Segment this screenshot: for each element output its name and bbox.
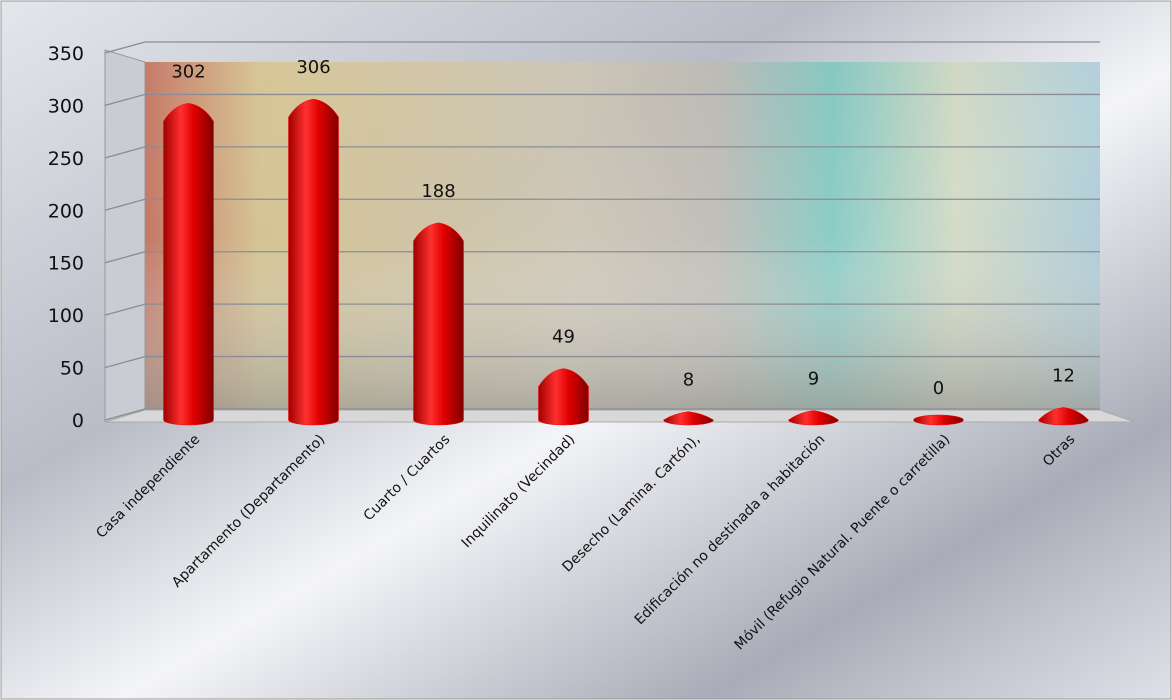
bar [163,103,214,426]
y-tick-label: 350 [48,43,84,65]
grid-line [104,198,1100,211]
y-tick-label: 250 [48,148,84,170]
bar [413,222,464,426]
bar [1038,407,1089,426]
bar [788,410,839,426]
y-tick-label: 100 [48,305,84,327]
value-label: 0 [933,378,944,399]
value-label: 306 [296,57,330,78]
grid-line [104,41,1100,54]
value-label: 8 [683,370,694,391]
y-tick-label: 200 [48,200,84,222]
y-tick-label: 150 [48,253,84,275]
value-label: 49 [552,327,575,348]
bar [913,414,964,426]
y-tick-label: 0 [72,410,84,432]
bar [663,411,714,426]
y-tick-label: 50 [60,358,84,380]
value-label: 302 [171,61,205,82]
floor [104,409,1136,423]
value-label: 9 [808,369,819,390]
grid-line [104,303,1100,316]
grid-line [104,93,1100,107]
grid-line [104,355,1100,369]
value-label: 12 [1052,365,1075,386]
bar [538,368,589,426]
grid-line [104,408,1100,421]
value-label: 188 [421,181,455,202]
y-tick-label: 300 [48,95,84,117]
grid-line [104,146,1100,159]
bar [288,98,339,426]
grid-line [104,251,1100,264]
